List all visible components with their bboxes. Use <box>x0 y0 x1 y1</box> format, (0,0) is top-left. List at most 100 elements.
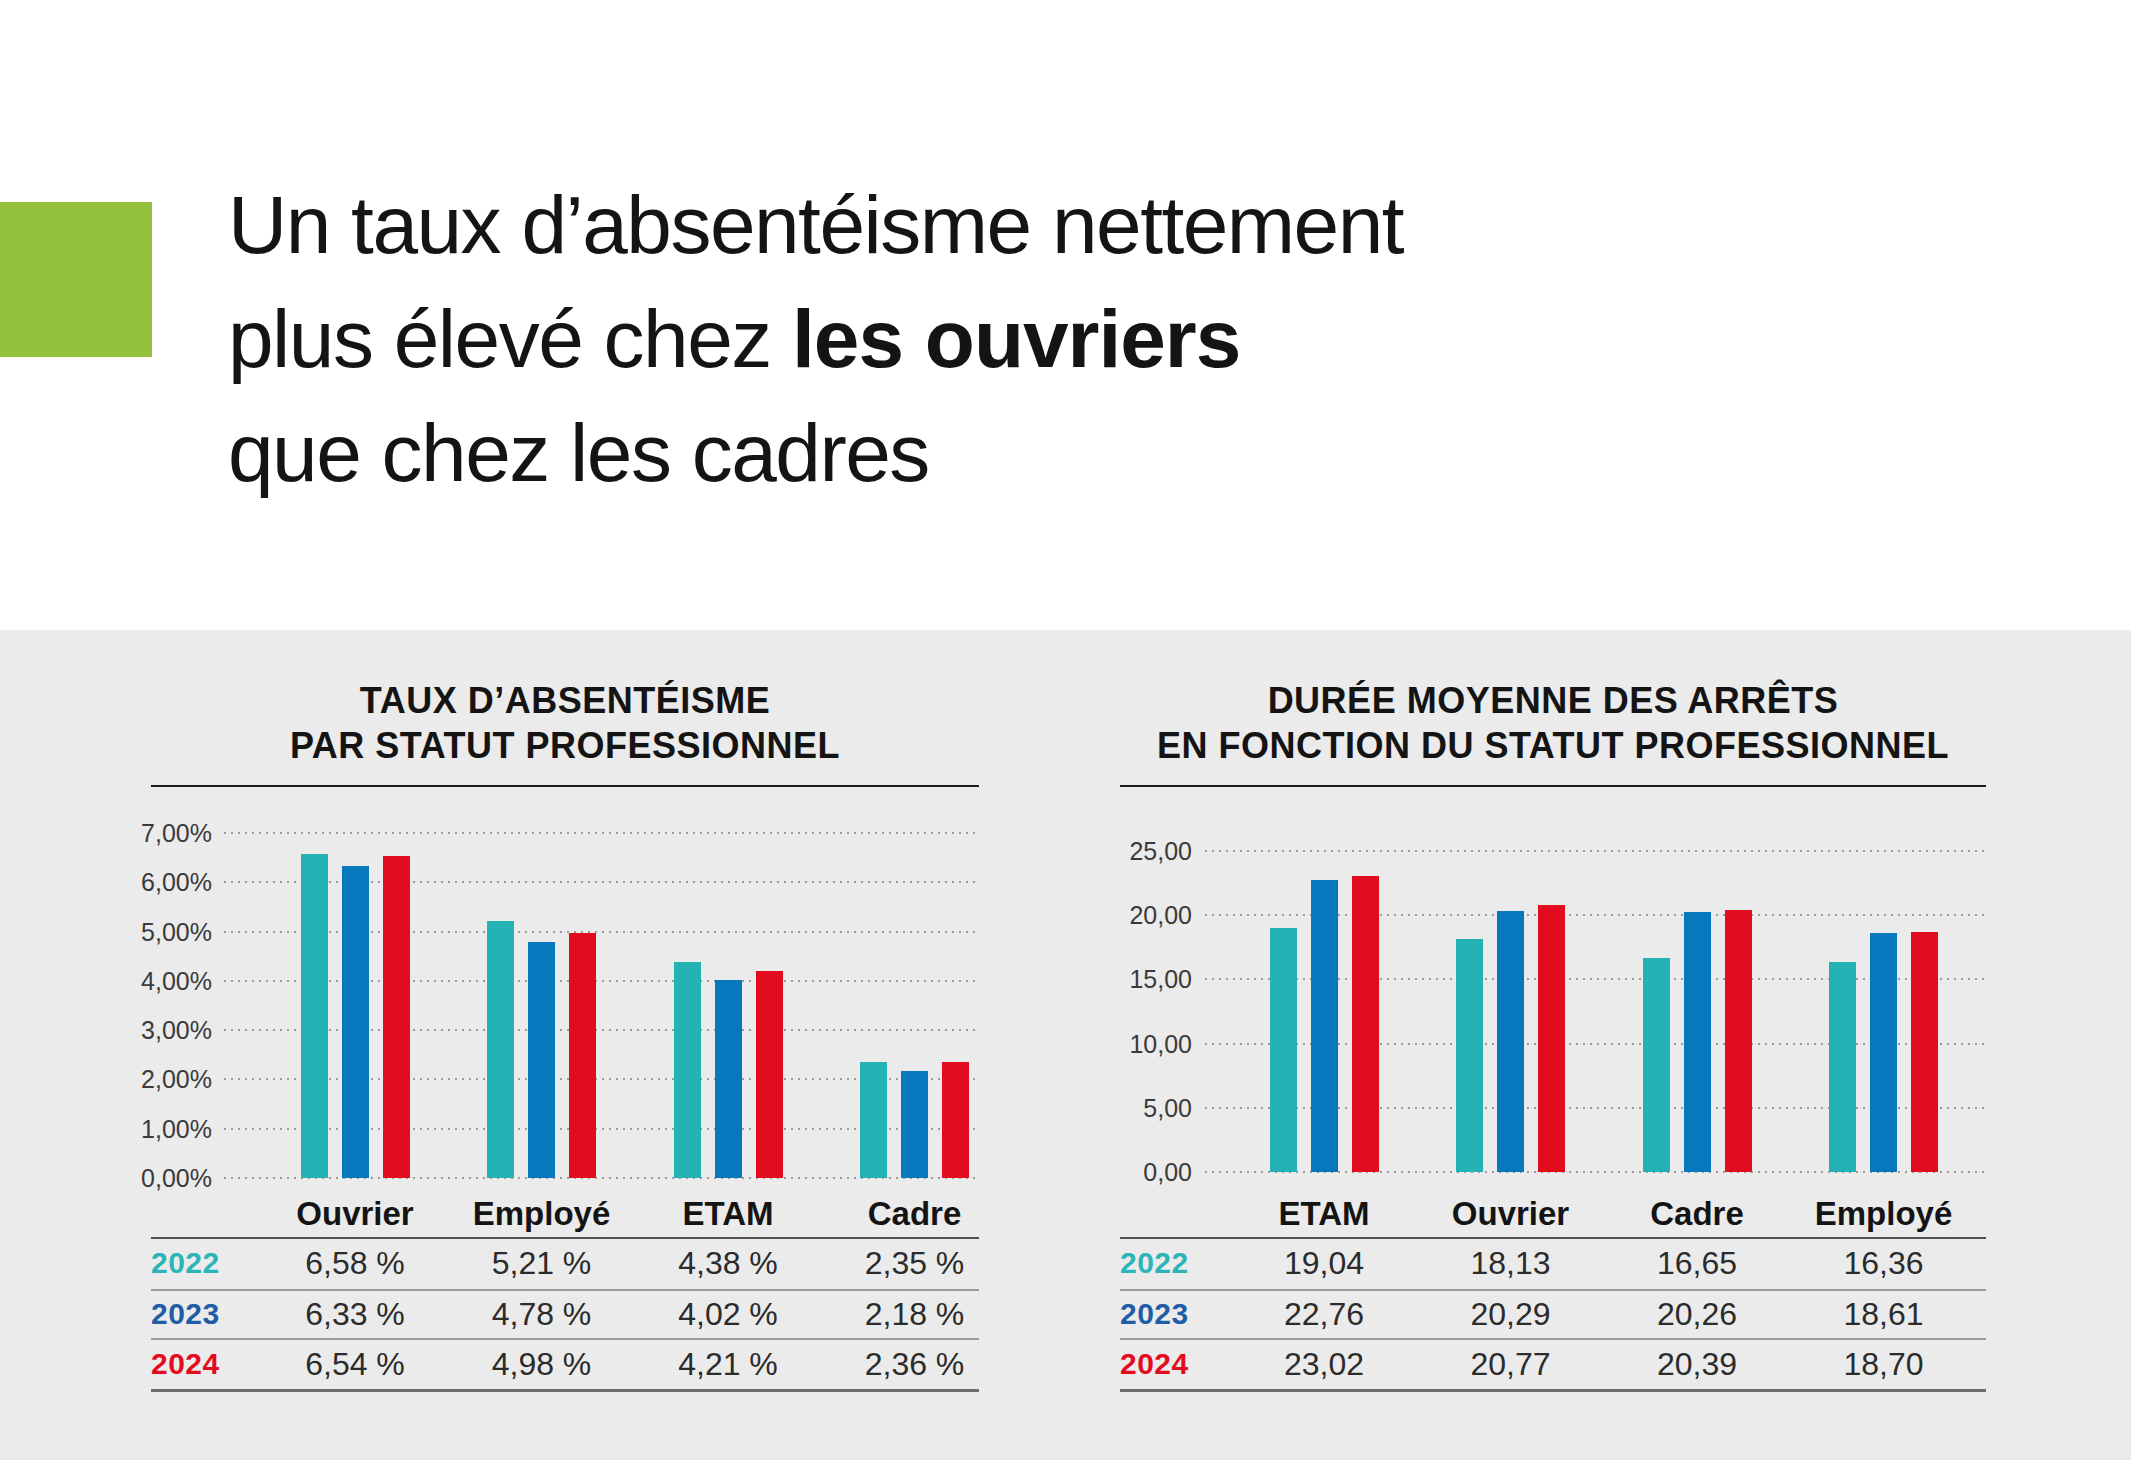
table-row: 2022 19,04 18,13 16,65 16,36 <box>1120 1237 1986 1291</box>
title-line-3: que chez les cadres <box>228 396 1403 510</box>
bar-2024-etam <box>756 971 783 1178</box>
category-label: Cadre <box>868 1194 962 1234</box>
y-axis-tick-label: 7,00% <box>122 817 212 849</box>
table-header-row: ETAM Ouvrier Cadre Employé <box>1120 1190 1986 1239</box>
category-label: Employé <box>473 1194 611 1234</box>
value-cell: 20,77 <box>1470 1344 1550 1384</box>
title-line-1: Un taux d’absentéisme nettement <box>228 168 1403 282</box>
table-row: 2024 6,54 % 4,98 % 4,21 % 2,36 % <box>151 1338 979 1392</box>
bar-2023-cadre <box>901 1071 928 1178</box>
category-label: Employé <box>1815 1194 1953 1234</box>
value-cell: 18,61 <box>1843 1294 1923 1334</box>
year-label: 2023 <box>151 1294 220 1334</box>
value-cell: 20,39 <box>1657 1344 1737 1384</box>
y-axis-tick-label: 15,00 <box>1102 963 1192 995</box>
year-label: 2024 <box>151 1344 220 1384</box>
infographic-page: Un taux d’absentéisme nettement plus éle… <box>0 0 2131 1460</box>
year-label: 2023 <box>1120 1294 1189 1334</box>
y-axis-tick-label: 25,00 <box>1102 835 1192 867</box>
bar-2024-etam <box>1352 876 1379 1172</box>
gridline <box>1205 850 1986 852</box>
y-axis-tick-label: 5,00% <box>122 916 212 948</box>
bar-2024-ouvrier <box>1538 905 1565 1172</box>
bar-2023-cadre <box>1684 912 1711 1172</box>
value-cell: 20,29 <box>1470 1294 1550 1334</box>
panel-average-stop-duration: DURÉE MOYENNE DES ARRÊTS EN FONCTION DU … <box>1120 630 1986 1460</box>
title-line-2-bold: les ouvriers <box>792 293 1240 384</box>
year-label: 2022 <box>151 1243 220 1283</box>
bar-2023-etam <box>715 980 742 1178</box>
bar-2023-employé <box>528 942 555 1178</box>
page-title: Un taux d’absentéisme nettement plus éle… <box>228 168 1403 510</box>
value-cell: 18,70 <box>1843 1344 1923 1384</box>
bar-2024-cadre <box>1725 910 1752 1172</box>
left-chart-title-line-1: TAUX D’ABSENTÉISME <box>151 678 979 723</box>
bar-2022-employé <box>487 921 514 1178</box>
category-label: Ouvrier <box>1452 1194 1569 1234</box>
title-line-2-normal: plus élevé chez <box>228 293 792 384</box>
value-cell: 5,21 % <box>492 1243 592 1283</box>
table-header-row: Ouvrier Employé ETAM Cadre <box>151 1190 979 1239</box>
bar-2022-employé <box>1829 962 1856 1172</box>
bar-2023-ouvrier <box>1497 911 1524 1172</box>
bar-2023-ouvrier <box>342 866 369 1178</box>
category-label: ETAM <box>682 1194 773 1234</box>
category-label: ETAM <box>1278 1194 1369 1234</box>
panel-absenteeism-rate: TAUX D’ABSENTÉISME PAR STATUT PROFESSION… <box>151 630 979 1460</box>
value-cell: 6,33 % <box>305 1294 405 1334</box>
gridline <box>224 1029 979 1031</box>
bar-2022-cadre <box>1643 958 1670 1172</box>
year-label: 2022 <box>1120 1243 1189 1283</box>
table-row: 202423,0220,7720,3918,70 <box>1120 1338 1986 1392</box>
right-chart-title-line-1: DURÉE MOYENNE DES ARRÊTS <box>1120 678 1986 723</box>
bar-2024-ouvrier <box>383 856 410 1178</box>
value-cell: 4,21 % <box>678 1344 778 1384</box>
table-row: 20226,58 %5,21 %4,38 %2,35 % <box>151 1237 979 1291</box>
right-chart-title-line-2: EN FONCTION DU STATUT PROFESSIONNEL <box>1120 723 1986 768</box>
right-title-underline <box>1120 785 1986 787</box>
left-bar-chart: 7,00%6,00%5,00%4,00%3,00%2,00%1,00%0,00% <box>151 833 979 1178</box>
bar-2024-employé <box>1911 932 1938 1172</box>
category-label: Cadre <box>1650 1194 1744 1234</box>
value-cell: 4,98 % <box>492 1344 592 1384</box>
bar-2023-etam <box>1311 880 1338 1172</box>
y-axis-tick-label: 4,00% <box>122 965 212 997</box>
left-chart-title: TAUX D’ABSENTÉISME PAR STATUT PROFESSION… <box>151 678 979 768</box>
category-label: Ouvrier <box>296 1194 413 1234</box>
year-label: 2024 <box>1120 1344 1189 1384</box>
bar-2022-etam <box>674 962 701 1178</box>
gridline <box>224 980 979 982</box>
y-axis-tick-label: 20,00 <box>1102 899 1192 931</box>
bar-2022-cadre <box>860 1062 887 1178</box>
value-cell: 6,54 % <box>305 1344 405 1384</box>
charts-section: TAUX D’ABSENTÉISME PAR STATUT PROFESSION… <box>0 630 2131 1460</box>
bar-2022-ouvrier <box>301 854 328 1178</box>
table-row: 20236,33 %4,78 %4,02 %2,18 % <box>151 1289 979 1340</box>
gridline <box>224 881 979 883</box>
value-cell: 16,65 <box>1657 1243 1737 1283</box>
y-axis-tick-label: 6,00% <box>122 866 212 898</box>
y-axis-tick-label: 1,00% <box>122 1113 212 1145</box>
value-cell: 16,36 <box>1843 1243 1923 1283</box>
value-cell: 19,04 <box>1284 1243 1364 1283</box>
left-title-underline <box>151 785 979 787</box>
bar-2024-employé <box>569 933 596 1178</box>
value-cell: 2,36 % <box>865 1344 965 1384</box>
value-cell: 20,26 <box>1657 1294 1737 1334</box>
right-chart-title: DURÉE MOYENNE DES ARRÊTS EN FONCTION DU … <box>1120 678 1986 768</box>
value-cell: 2,35 % <box>865 1243 965 1283</box>
table-row: 2023 22,76 20,29 20,26 18,61 <box>1120 1289 1986 1340</box>
gridline <box>224 832 979 834</box>
title-line-2: plus élevé chez les ouvriers <box>228 282 1403 396</box>
left-chart-title-line-2: PAR STATUT PROFESSIONNEL <box>151 723 979 768</box>
value-cell: 2,18 % <box>865 1294 965 1334</box>
bar-2023-employé <box>1870 933 1897 1172</box>
gridline <box>224 931 979 933</box>
accent-green-square <box>0 202 152 357</box>
value-cell: 18,13 <box>1470 1243 1550 1283</box>
value-cell: 22,76 <box>1284 1294 1364 1334</box>
value-cell: 4,38 % <box>678 1243 778 1283</box>
y-axis-tick-label: 10,00 <box>1102 1028 1192 1060</box>
y-axis-tick-label: 2,00% <box>122 1063 212 1095</box>
y-axis-tick-label: 3,00% <box>122 1014 212 1046</box>
